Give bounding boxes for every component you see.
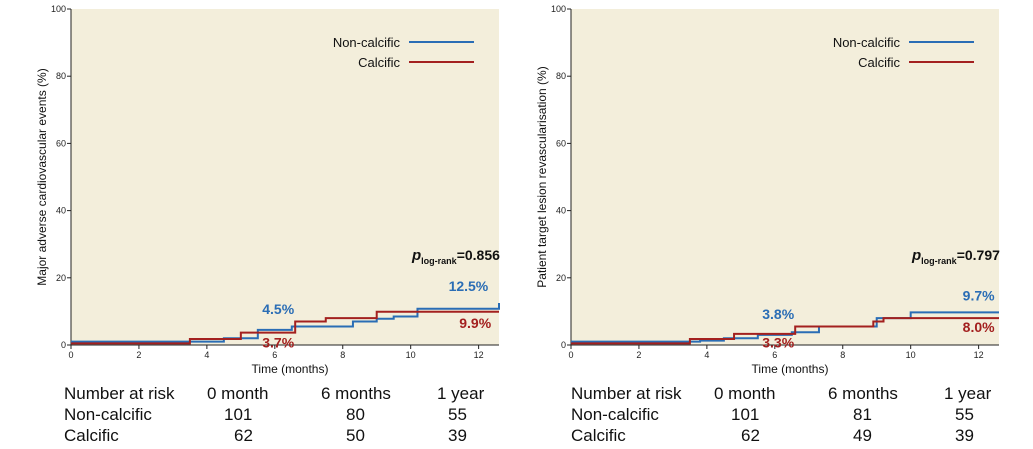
- p-value-label: plog-rank=0.797: [911, 247, 1000, 266]
- y-tick-label: 60: [556, 138, 566, 148]
- risk-header-1-year: 1 year: [437, 384, 485, 403]
- legend-label: Calcific: [858, 55, 900, 70]
- y-tick-label: 60: [56, 138, 66, 148]
- y-tick-label: 100: [51, 4, 66, 14]
- data-label: 3.8%: [762, 306, 794, 322]
- x-tick-label: 0: [68, 350, 73, 360]
- legend-label: Non-calcific: [833, 35, 901, 50]
- risk-row-label: Calcific: [64, 426, 119, 445]
- series-line-calcific: [571, 317, 999, 345]
- y-tick-label: 20: [556, 273, 566, 283]
- y-tick-label: 20: [56, 273, 66, 283]
- plot-area: [71, 9, 499, 345]
- x-tick-label: 6: [772, 350, 777, 360]
- legend-label: Non-calcific: [333, 35, 401, 50]
- x-tick-label: 10: [406, 350, 416, 360]
- x-tick-label: 4: [704, 350, 709, 360]
- risk-value: 49: [853, 426, 872, 445]
- data-label: 12.5%: [449, 278, 489, 294]
- data-label: 9.7%: [963, 287, 995, 303]
- series-line-non-calcific: [71, 303, 500, 343]
- y-tick-label: 100: [551, 4, 566, 14]
- risk-value: 55: [448, 405, 467, 424]
- risk-header-label: Number at risk: [64, 384, 175, 403]
- risk-value: 81: [853, 405, 872, 424]
- risk-value: 101: [224, 405, 253, 424]
- chart-panel-right: 0 20 40 60 80 100 0 2 4 6 8 10 12 Time (months) Patien…: [500, 0, 1016, 449]
- data-label: 4.5%: [262, 301, 294, 317]
- series-line-calcific: [71, 310, 499, 345]
- data-label: 8.0%: [963, 319, 995, 335]
- risk-header-label: Number at risk: [571, 384, 682, 403]
- km-chart-tlr: 0 20 40 60 80 100 0 2 4 6 8 10 12 Time (months) Patien…: [535, 4, 1000, 376]
- risk-header-0-month: 0 month: [207, 384, 269, 403]
- data-label: 9.9%: [459, 315, 491, 331]
- y-tick-label: 0: [61, 340, 66, 350]
- risk-value: 80: [346, 405, 365, 424]
- y-axis-title: Patient target lesion revascularisation …: [535, 66, 549, 287]
- risk-value: 62: [234, 426, 253, 445]
- y-axis-title: Major adverse cardiovascular events (%): [35, 68, 49, 285]
- x-tick-label: 12: [474, 350, 484, 360]
- risk-value: 39: [448, 426, 467, 445]
- x-tick-label: 0: [568, 350, 573, 360]
- x-axis-title: Time (months): [252, 362, 329, 376]
- plot-area: [571, 9, 999, 345]
- risk-value: 39: [955, 426, 974, 445]
- x-tick-label: 4: [204, 350, 209, 360]
- risk-header-0-month: 0 month: [714, 384, 776, 403]
- data-label: 3.3%: [762, 335, 794, 351]
- risk-row-label: Non-calcific: [64, 405, 152, 424]
- chart-panel-left: 0 20 40 60 80 100 0 2 4 6 8 10 12 Time (months) Major …: [0, 0, 516, 449]
- risk-value: 50: [346, 426, 365, 445]
- x-axis-title: Time (months): [752, 362, 829, 376]
- risk-value: 62: [741, 426, 760, 445]
- risk-value: 101: [731, 405, 760, 424]
- y-tick-label: 80: [56, 71, 66, 81]
- risk-row-label: Non-calcific: [571, 405, 659, 424]
- x-tick-label: 2: [636, 350, 641, 360]
- data-label: 3.7%: [262, 335, 294, 351]
- x-tick-label: 10: [906, 350, 916, 360]
- legend-label: Calcific: [358, 55, 400, 70]
- risk-header-6-months: 6 months: [828, 384, 898, 403]
- km-chart-mace: 0 20 40 60 80 100 0 2 4 6 8 10 12 Time (months) Major …: [35, 4, 500, 376]
- risk-row-label: Calcific: [571, 426, 626, 445]
- risk-header-1-year: 1 year: [944, 384, 992, 403]
- p-value-label: plog-rank=0.856: [411, 247, 500, 266]
- x-tick-label: 12: [974, 350, 984, 360]
- x-tick-label: 6: [272, 350, 277, 360]
- y-tick-label: 40: [56, 206, 66, 216]
- x-tick-label: 8: [340, 350, 345, 360]
- risk-value: 55: [955, 405, 974, 424]
- y-tick-label: 0: [561, 340, 566, 350]
- y-tick-label: 80: [556, 71, 566, 81]
- y-tick-label: 40: [556, 206, 566, 216]
- risk-header-6-months: 6 months: [321, 384, 391, 403]
- x-tick-label: 8: [840, 350, 845, 360]
- x-tick-label: 2: [136, 350, 141, 360]
